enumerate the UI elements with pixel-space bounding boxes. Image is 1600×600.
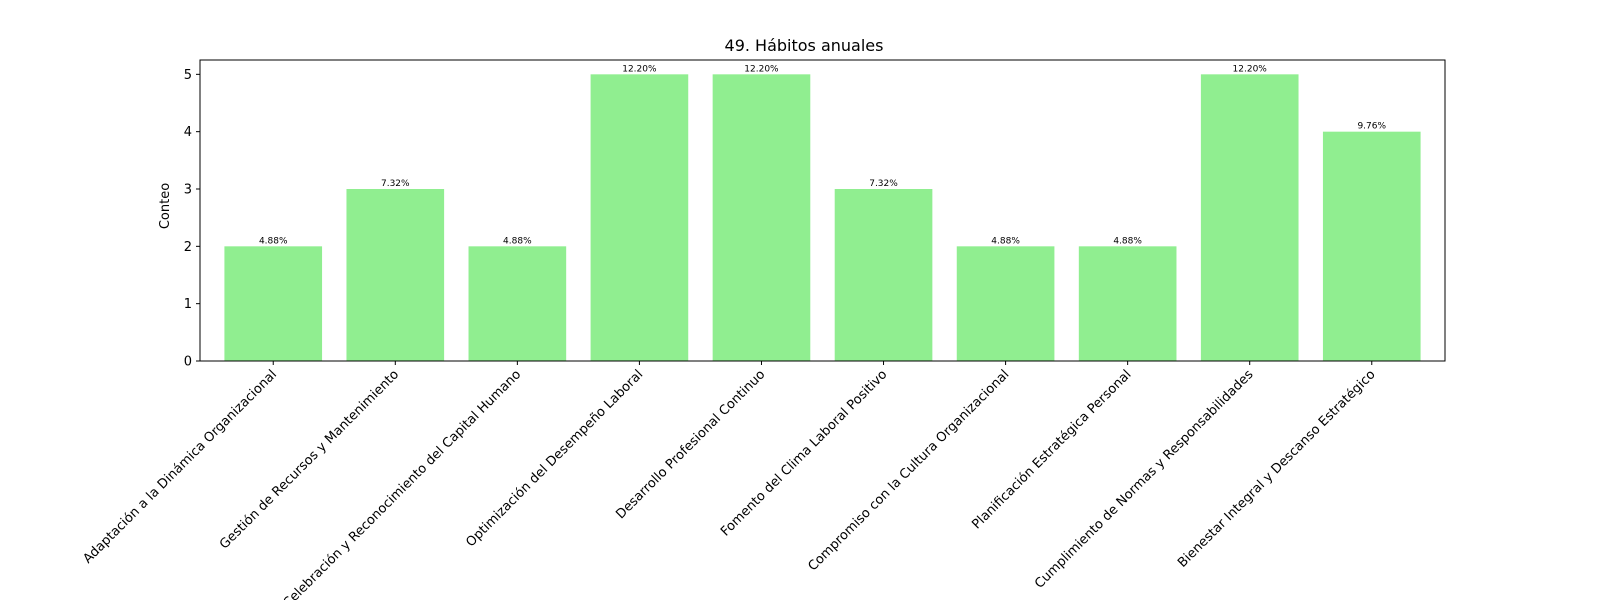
bar-value-label: 12.20%	[1233, 64, 1268, 74]
x-tick-label: Desarrollo Profesional Continuo	[613, 367, 768, 522]
y-tick-label: 1	[184, 297, 192, 312]
bar-value-label: 9.76%	[1357, 122, 1386, 132]
bar	[468, 246, 567, 361]
bar-value-label: 4.88%	[259, 236, 288, 246]
bar-value-label: 12.20%	[622, 64, 657, 74]
bar	[346, 189, 445, 361]
bar-value-label: 4.88%	[991, 236, 1020, 246]
plot-frame	[199, 59, 1446, 362]
y-tick-label: 0	[184, 355, 192, 370]
bar	[834, 189, 933, 361]
y-tick-label: 5	[184, 68, 192, 83]
bar	[1322, 131, 1421, 361]
x-tick-label: Celebración y Reconocimiento del Capital…	[280, 367, 524, 600]
bar-value-label: 12.20%	[744, 64, 779, 74]
x-tick-label: Adaptación a la Dinámica Organizacional	[81, 367, 281, 567]
bar-value-label: 4.88%	[503, 236, 532, 246]
y-tick-label: 4	[184, 125, 192, 140]
y-tick-label: 2	[184, 240, 192, 255]
bar-value-label: 7.32%	[381, 179, 410, 189]
y-axis-label: Conteo	[158, 183, 173, 229]
y-tick-label: 3	[184, 183, 192, 198]
bar-value-label: 7.32%	[869, 179, 898, 189]
bar	[224, 246, 323, 361]
bar	[712, 74, 811, 361]
bar	[590, 74, 689, 361]
bar	[1200, 74, 1299, 361]
x-tick-label: Compromiso con la Cultura Organizacional	[805, 367, 1012, 574]
bar-value-label: 4.88%	[1113, 236, 1142, 246]
bar	[956, 246, 1055, 361]
x-tick-label: Cumplimiento de Normas y Responsabilidad…	[1032, 367, 1257, 592]
x-tick-label: Bienestar Integral y Descanso Estratégic…	[1175, 367, 1379, 571]
plot-area: 4.88% 7.32% 4.88% 12.20% 12.20% 7.32% 4.88% 4.8…	[81, 59, 1446, 600]
chart-title: 49. Hábitos anuales	[725, 36, 884, 55]
bar	[1078, 246, 1177, 361]
